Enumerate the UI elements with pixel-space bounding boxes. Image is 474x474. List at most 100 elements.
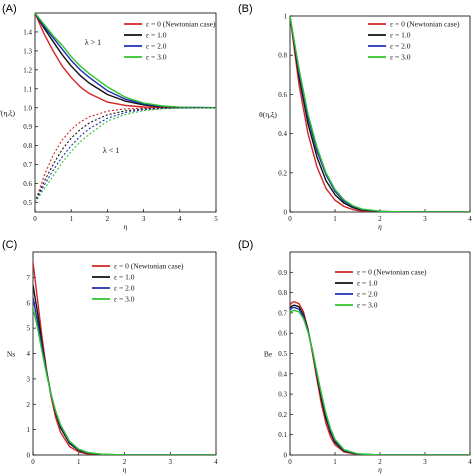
y-tick-label: 0.2 [278,411,287,419]
y-tick-label: 1.3 [23,47,32,55]
y-tick-label: 0.4 [278,370,287,378]
series-line-3 [290,309,470,455]
panel-d: (D) 0 1 2 3 4 0 0.1 0.2 0.3 0.4 0.5 0.6 0.7 0.8 0.9 η Be ε… [238,239,472,474]
y-tick-label: 1 [284,13,288,21]
legend-entry: ε = 3.0 [146,53,167,62]
series-line-3 [290,15,470,212]
y-tick-label: 0.7 [23,161,32,169]
y-tick-label: 1.1 [23,85,32,93]
series-line-3 [33,307,216,455]
panel-label: (B) [238,3,253,15]
legend-entry: ε = 0 (Newtonian case) [114,262,184,271]
series-line-3 [35,12,216,109]
x-tick-label: 0 [288,458,292,466]
y-tick-label: 0 [284,452,288,460]
series-group [290,301,470,455]
series-line-6 [35,107,216,203]
y-tick-label: 0.5 [278,350,287,358]
panel-a: (A) 0 1 2 3 4 5 0.5 0.6 0.7 0.8 0.9 1.0 1.1 1.2 1.3 1.4 η… [0,3,218,231]
y-tick-label: 1.4 [23,28,32,36]
series-line-4 [35,107,216,203]
x-tick-label: 4 [178,215,182,223]
panel-label: (C) [2,239,17,251]
x-tick-label: 3 [169,458,173,466]
panel-b: (B) 0 1 2 3 4 0 0.2 0.4 0.6 0.8 1 η θ(η,ξ) ε = 0 (Newt… [238,3,472,231]
series-line-2 [290,15,470,212]
y-tick-label: 0.9 [278,269,287,277]
legend-entry: ε = 0 (Newtonian case) [390,20,460,29]
y-tick-label: 0.6 [278,330,287,338]
y-tick-label: 0 [27,452,31,460]
y-tick-label: 1.0 [23,104,32,112]
y-tick-label: 0.6 [278,91,287,99]
series-group [35,12,216,203]
y-tick-label: 6 [27,299,31,307]
x-tick-label: 5 [214,215,218,223]
y-tick-label: 0.7 [278,309,287,317]
x-tick-label: 4 [468,458,472,466]
legend-entry: ε = 3.0 [114,295,135,304]
series-line-1 [290,15,470,212]
x-tick-label: 2 [106,215,110,223]
x-tick-label: 2 [123,458,127,466]
series-line-0 [290,15,470,212]
x-axis-title: η [378,465,382,474]
legend-entry: ε = 1.0 [114,273,135,282]
y-tick-label: 0.8 [278,289,287,297]
y-tick-label: 0.2 [278,169,287,177]
series-group [290,15,470,212]
y-tick-label: 0.9 [23,123,32,131]
legend-entry: ε = 2.0 [146,42,167,51]
series-line-5 [35,107,216,203]
series-line-7 [35,107,216,203]
x-tick-label: 0 [288,215,292,223]
series-line-1 [33,284,216,455]
y-axis-title: θ(η,ξ) [259,110,277,119]
x-tick-label: 2 [378,458,382,466]
y-tick-label: 0.3 [278,391,287,399]
panel-c: (C) 0 1 2 3 4 0 1 2 3 4 5 6 7 η Ns ε = 0 (Newtonian case… [2,239,218,474]
legend-entry: ε = 1.0 [357,279,378,288]
y-tick-label: 3 [27,375,31,383]
y-tick-label: 0.8 [23,142,32,150]
y-tick-label: 5 [27,325,31,333]
x-tick-label: 1 [333,458,337,466]
legend-entry: ε = 1.0 [146,31,167,40]
x-axis-title: η [123,465,127,474]
y-tick-label: 2 [27,401,31,409]
legend-entry: ε = 0 (Newtonian case) [146,20,216,29]
y-tick-label: 0.6 [23,180,32,188]
x-tick-label: 2 [378,215,382,223]
y-tick-label: 0 [284,209,288,217]
x-tick-label: 1 [77,458,81,466]
y-tick-label: 1 [27,426,31,434]
y-axis-title: Be [264,350,273,359]
x-tick-label: 3 [423,458,427,466]
y-tick-label: 0.5 [23,199,32,207]
x-tick-label: 3 [423,215,427,223]
series-group [33,262,216,455]
y-tick-label: 7 [27,274,31,282]
y-tick-label: 1.2 [23,66,32,74]
plot-frame [289,251,471,456]
y-axis-title: f'(η,ξ) [0,109,15,118]
y-axis-title: Ns [7,350,15,359]
plot-frame [34,12,217,213]
legend-entry: ε = 2.0 [390,42,411,51]
x-axis-title: η [378,222,382,231]
x-tick-label: 1 [333,215,337,223]
panel-label: (A) [2,3,17,15]
panel-label: (D) [238,239,253,251]
legend-entry: ε = 1.0 [390,31,411,40]
y-tick-label: 0.1 [278,431,287,439]
legend-entry: ε = 2.0 [114,284,135,293]
x-tick-label: 3 [142,215,146,223]
annotation: λ < 1 [103,146,119,155]
y-tick-label: 4 [27,350,31,358]
legend-entry: ε = 3.0 [357,301,378,310]
x-axis-title: η [124,222,128,231]
legend-entry: ε = 3.0 [390,53,411,62]
legend-entry: ε = 2.0 [357,290,378,299]
y-tick-label: 0.4 [278,130,287,138]
